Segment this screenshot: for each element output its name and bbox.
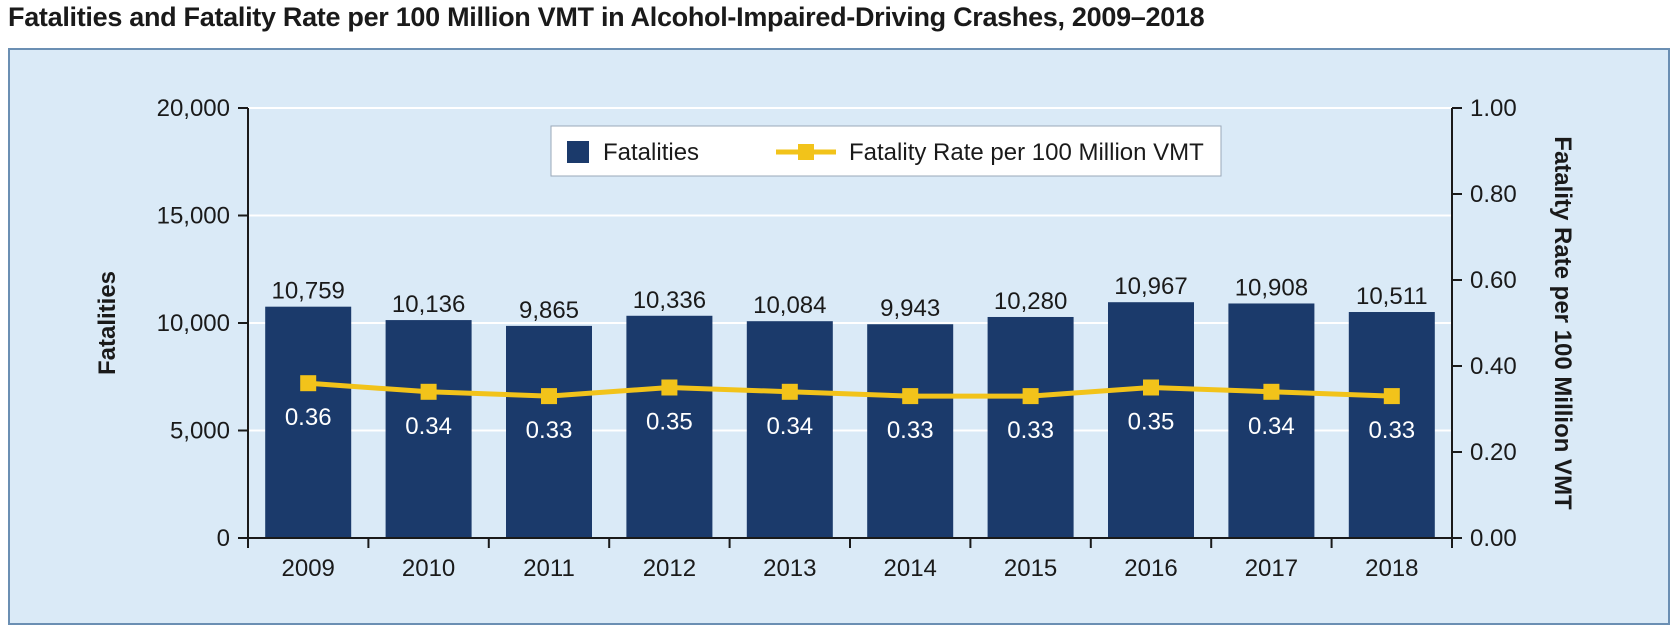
bar-value-label: 10,759 <box>271 278 344 305</box>
bar-value-label: 10,967 <box>1114 273 1187 300</box>
legend: Fatalities Fatality Rate per 100 Million … <box>550 125 1222 177</box>
rate-marker-2014 <box>902 388 919 405</box>
rate-value-label: 0.35 <box>1128 409 1175 436</box>
legend-swatch-marker <box>798 144 814 160</box>
rate-marker-2010 <box>420 383 437 400</box>
rate-marker-2018 <box>1383 388 1400 405</box>
left-tick-label: 5,000 <box>170 418 230 445</box>
y2-axis-title: Fatality Rate per 100 Million VMT <box>1549 136 1576 510</box>
bar-value-label: 10,511 <box>1356 283 1428 310</box>
chart-title: Fatalities and Fatality Rate per 100 Mil… <box>8 2 1205 32</box>
bar-2010 <box>385 320 472 538</box>
rate-value-label: 0.36 <box>285 404 332 431</box>
right-tick-label: 0.80 <box>1470 181 1517 208</box>
rate-value-label: 0.35 <box>646 409 693 436</box>
x-tick-label: 2011 <box>523 555 575 582</box>
rate-value-label: 0.34 <box>1248 413 1295 440</box>
y-axis-title: Fatalities <box>94 271 121 375</box>
x-tick-label: 2010 <box>402 555 455 582</box>
rate-value-label: 0.33 <box>887 417 934 444</box>
bar-value-label: 10,336 <box>633 287 706 314</box>
left-tick-label: 15,000 <box>157 203 230 230</box>
rate-marker-2012 <box>661 379 678 396</box>
rate-value-label: 0.33 <box>1007 417 1054 444</box>
chart-panel: 0 5,000 10,000 15,000 20,000 0.00 0.20 0.40 0.60… <box>8 48 1670 625</box>
bar-value-label: 9,865 <box>519 297 579 324</box>
bars <box>265 302 1435 538</box>
legend-box <box>550 125 1222 177</box>
left-tick-label: 0 <box>217 525 230 552</box>
right-tick-label: 0.20 <box>1470 439 1517 466</box>
x-tick-label: 2012 <box>643 555 696 582</box>
right-tick-label: 1.00 <box>1470 95 1517 122</box>
rate-value-label: 0.34 <box>766 413 813 440</box>
rate-marker-2013 <box>781 383 798 400</box>
axes: 0 5,000 10,000 15,000 20,000 0.00 0.20 0.40 0.60… <box>94 95 1576 582</box>
rate-value-label: 0.34 <box>405 413 452 440</box>
bar-2016 <box>1108 302 1194 538</box>
rate-marker-2009 <box>300 375 317 392</box>
bar-2011 <box>506 325 592 538</box>
x-tick-label: 2016 <box>1124 555 1177 582</box>
bar-value-label: 10,136 <box>392 291 465 318</box>
bar-2012 <box>626 315 713 538</box>
bar-2009 <box>265 306 352 538</box>
bar-2015 <box>987 316 1074 538</box>
bar-2013 <box>746 321 833 538</box>
chart-svg: 0 5,000 10,000 15,000 20,000 0.00 0.20 0.40 0.60… <box>94 95 1576 582</box>
legend-swatch-fatalities <box>567 141 589 163</box>
right-tick-label: 0.60 <box>1470 267 1517 294</box>
bar-value-label: 10,908 <box>1235 274 1308 301</box>
left-tick-label: 20,000 <box>157 95 230 122</box>
rate-marker-2016 <box>1143 379 1159 396</box>
rate-value-label: 0.33 <box>1368 417 1415 444</box>
left-tick-label: 10,000 <box>157 310 230 337</box>
x-tick-label: 2018 <box>1365 555 1418 582</box>
x-tick-label: 2013 <box>763 555 816 582</box>
rate-polyline <box>308 380 1392 399</box>
bar-value-label: 9,943 <box>880 295 940 322</box>
bar-value-label: 10,280 <box>994 288 1067 315</box>
x-tick-label: 2014 <box>884 555 937 582</box>
right-tick-label: 0.40 <box>1470 353 1517 380</box>
rate-marker-2015 <box>1022 388 1039 405</box>
bar-2017 <box>1228 303 1315 538</box>
rate-line <box>300 375 1400 405</box>
rate-marker-2017 <box>1263 383 1280 400</box>
bar-2018 <box>1348 312 1435 538</box>
data-labels: 10,759 10,136 9,865 10,336 10,084 9,943 10,280… <box>271 273 1427 444</box>
rate-marker-2011 <box>541 388 557 405</box>
legend-label-rate: Fatality Rate per 100 Million VMT <box>849 139 1204 166</box>
legend-label-fatalities: Fatalities <box>603 139 699 166</box>
bar-2014 <box>867 324 954 538</box>
x-tick-label: 2015 <box>1004 555 1057 582</box>
x-tick-label: 2017 <box>1245 555 1298 582</box>
x-tick-label: 2009 <box>282 555 335 582</box>
rate-value-label: 0.33 <box>526 417 573 444</box>
right-tick-label: 0.00 <box>1470 525 1517 552</box>
bar-value-label: 10,084 <box>753 292 826 319</box>
